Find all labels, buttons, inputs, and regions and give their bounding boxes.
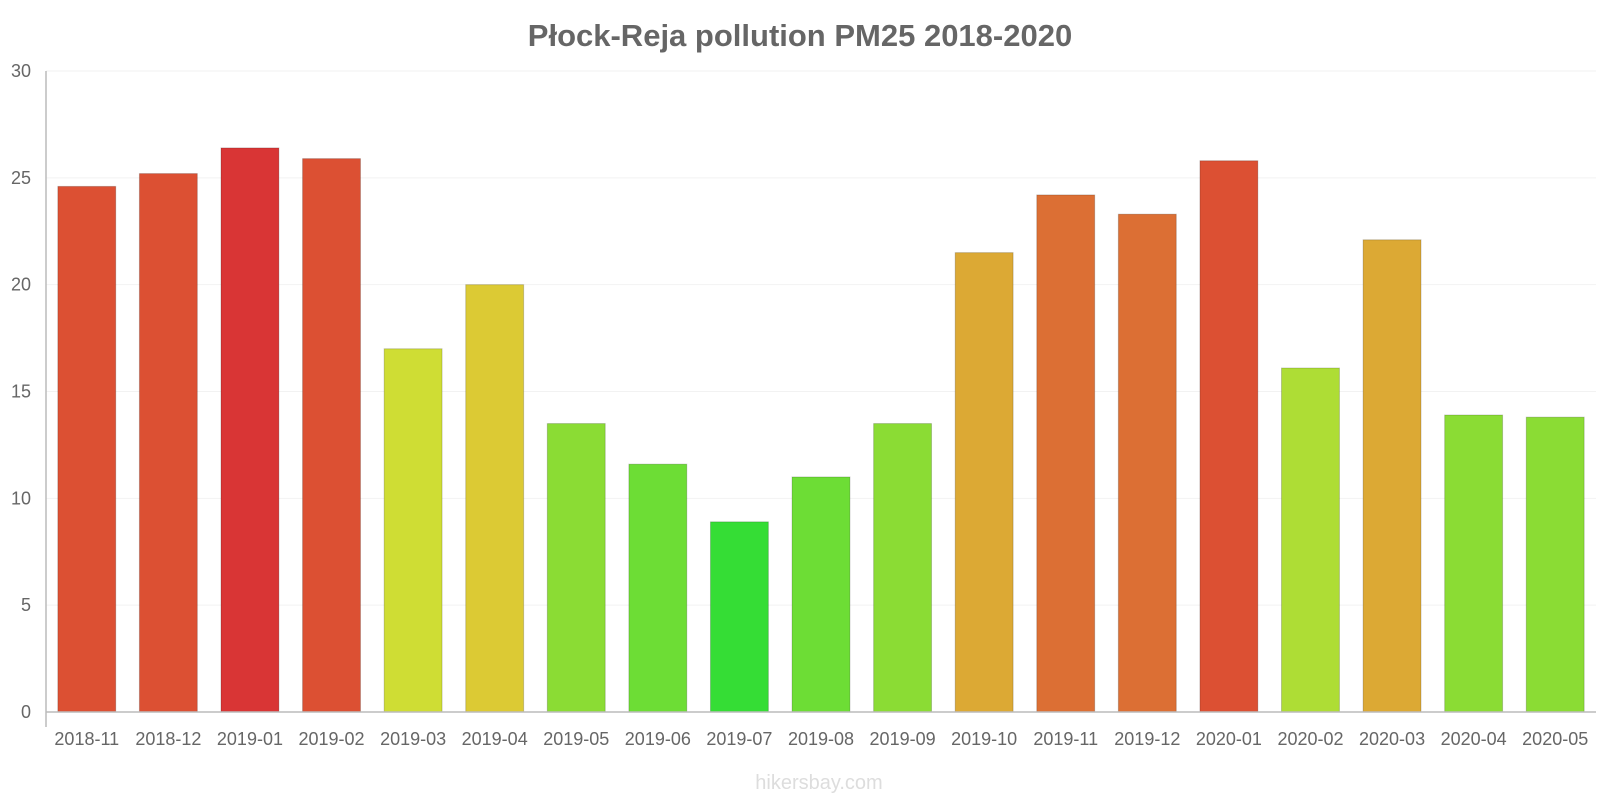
- x-tick-label: 2018-12: [135, 729, 201, 749]
- bar-2020-03: [1362, 239, 1422, 713]
- x-tick-label: 2019-08: [788, 729, 854, 749]
- x-tick-label: 2020-03: [1359, 729, 1425, 749]
- bar-2020-01: [1199, 160, 1259, 713]
- bar-2019-03: [383, 348, 443, 713]
- y-tick-label: 25: [11, 168, 31, 188]
- bar-2020-02: [1281, 367, 1340, 713]
- y-tick-label: 5: [21, 595, 31, 615]
- x-tick-label: 2019-11: [1033, 729, 1098, 749]
- x-tick-label: 2019-09: [870, 729, 936, 749]
- x-tick-label: 2019-07: [706, 729, 772, 749]
- x-tick-label: 2019-10: [951, 729, 1017, 749]
- bar-2019-02: [302, 158, 361, 713]
- x-tick-label: 2019-01: [217, 729, 283, 749]
- bar-2020-04: [1444, 414, 1504, 713]
- x-tick-label: 2018-11: [54, 729, 119, 749]
- y-tick-label: 10: [11, 488, 31, 508]
- chart-title: Płock-Reja pollution PM25 2018-2020: [528, 18, 1072, 53]
- x-tick-label: 2019-06: [625, 729, 691, 749]
- y-tick-label: 20: [11, 275, 31, 295]
- x-axis: 2018-11 2018-12 2019-01 2019-02 2019-03 2019-…: [46, 711, 1596, 749]
- x-tick-label: 2019-02: [298, 729, 364, 749]
- bar-2018-12: [138, 173, 198, 713]
- bar-2019-07: [709, 521, 769, 713]
- bar-2019-05: [546, 423, 606, 713]
- x-tick-label: 2020-05: [1522, 729, 1588, 749]
- y-tick-label: 15: [11, 382, 31, 402]
- y-axis: 0 5 10 15 20 25 30: [11, 61, 47, 727]
- bar-2019-10: [954, 252, 1014, 713]
- x-tick-label: 2019-05: [543, 729, 609, 749]
- bar-2018-11: [57, 185, 117, 713]
- bar-2020-05: [1525, 416, 1585, 713]
- y-tick-label: 30: [11, 61, 31, 81]
- bar-2019-01: [220, 147, 280, 713]
- x-tick-label: 2020-01: [1196, 729, 1262, 749]
- x-tick-label: 2019-03: [380, 729, 446, 749]
- bar-2019-11: [1036, 194, 1096, 713]
- x-tick-label: 2019-04: [462, 729, 528, 749]
- bar-2019-12: [1117, 213, 1177, 713]
- x-tick-label: 2020-02: [1277, 729, 1343, 749]
- y-tick-label: 0: [21, 702, 31, 722]
- bar-2019-09: [873, 423, 933, 713]
- bar-2019-04: [465, 284, 525, 713]
- bars: [57, 147, 1585, 713]
- bar-2019-08: [791, 476, 851, 713]
- watermark: hikersbay.com: [755, 772, 882, 794]
- x-tick-label: 2019-12: [1114, 729, 1180, 749]
- bar-2019-06: [628, 463, 688, 713]
- x-tick-label: 2020-04: [1441, 729, 1507, 749]
